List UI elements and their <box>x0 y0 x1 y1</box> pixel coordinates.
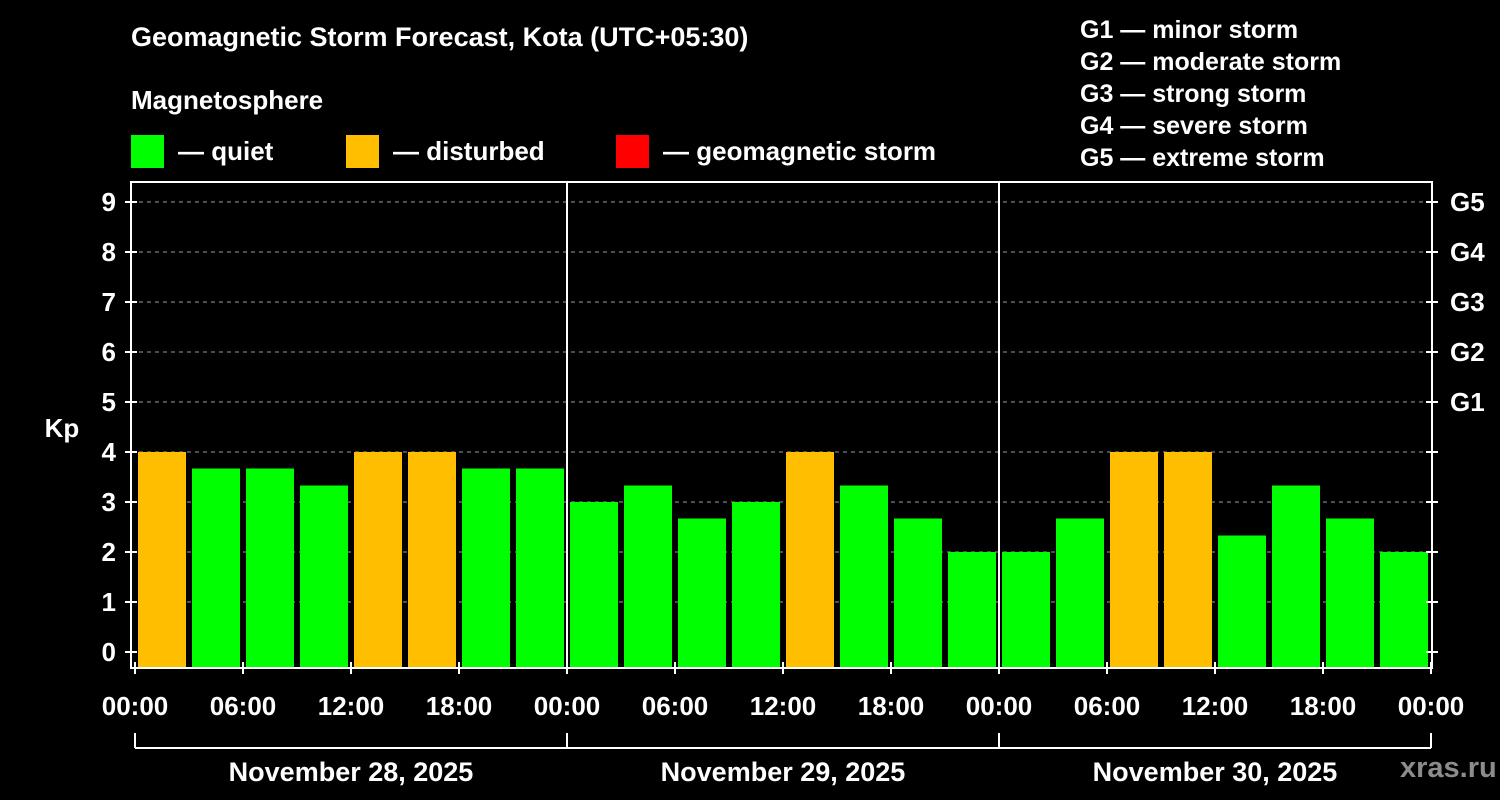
legend-label-quiet: — quiet <box>178 135 274 166</box>
storm-level-g5: G5 — extreme storm <box>1080 144 1325 172</box>
kp-bar <box>354 452 402 668</box>
legend-item-disturbed: — disturbed <box>346 134 545 168</box>
legend-item-storm: — geomagnetic storm <box>616 134 936 168</box>
kp-bar <box>516 468 564 668</box>
y-tick-label: 4 <box>102 437 117 467</box>
kp-bar <box>408 452 456 668</box>
g-level-label: G3 <box>1450 287 1485 317</box>
kp-bar <box>678 518 726 668</box>
date-label: November 29, 2025 <box>661 757 906 787</box>
storm-level-g3: G3 — strong storm <box>1080 80 1307 108</box>
y-tick-label: 3 <box>102 487 116 517</box>
legend-swatch-quiet <box>131 134 164 168</box>
g-level-label: G2 <box>1450 337 1485 367</box>
kp-bar <box>462 468 510 668</box>
chart-title: Geomagnetic Storm Forecast, Kota (UTC+05… <box>131 22 749 52</box>
kp-bar <box>1164 452 1212 668</box>
kp-bar <box>624 485 672 668</box>
kp-bar <box>1002 552 1050 668</box>
x-tick-label: 00:00 <box>966 691 1033 721</box>
kp-bar <box>138 452 186 668</box>
plot-frame <box>130 181 1433 669</box>
storm-level-g2: G2 — moderate storm <box>1080 48 1342 76</box>
legend-label-disturbed: — disturbed <box>393 135 545 166</box>
x-tick-label: 00:00 <box>534 691 601 721</box>
legend-label-storm: — geomagnetic storm <box>663 135 937 166</box>
x-tick-label: 12:00 <box>318 691 385 721</box>
x-tick-label: 18:00 <box>426 691 493 721</box>
kp-bar <box>894 518 942 668</box>
date-label: November 28, 2025 <box>229 757 474 787</box>
kp-bar-partial <box>1407 602 1428 668</box>
storm-level-legend: G1 — minor storm G2 — moderate storm G3 … <box>1080 14 1341 174</box>
x-tick-label: 06:00 <box>1074 691 1141 721</box>
kp-bar <box>732 502 780 668</box>
kp-bar <box>1056 518 1104 668</box>
kp-bar <box>570 502 618 668</box>
x-tick-label: 00:00 <box>1398 691 1465 721</box>
kp-bar <box>246 468 294 668</box>
x-tick-label: 12:00 <box>750 691 817 721</box>
watermark: xras.ru <box>1400 752 1497 784</box>
x-tick-label: 06:00 <box>642 691 709 721</box>
kp-bar <box>1110 452 1158 668</box>
y-axis-label: Kp <box>45 413 80 443</box>
x-tick-label: 06:00 <box>210 691 277 721</box>
chart-subtitle: Magnetosphere <box>131 85 324 115</box>
legend-swatch-storm <box>616 134 649 168</box>
date-label: November 30, 2025 <box>1093 757 1338 787</box>
kp-bar <box>192 468 240 668</box>
kp-bar <box>948 552 996 668</box>
y-tick-label: 2 <box>102 537 116 567</box>
x-tick-label: 18:00 <box>1290 691 1357 721</box>
kp-bar <box>1326 518 1374 668</box>
y-tick-label: 0 <box>102 637 116 667</box>
y-tick-label: 7 <box>102 287 116 317</box>
g-level-label: G5 <box>1450 187 1485 217</box>
storm-level-g1: G1 — minor storm <box>1080 16 1299 44</box>
legend-swatch-disturbed <box>346 134 379 168</box>
y-tick-label: 1 <box>102 587 116 617</box>
kp-bar <box>840 485 888 668</box>
kp-bar <box>300 485 348 668</box>
y-tick-label: 5 <box>102 387 116 417</box>
legend-item-quiet: — quiet <box>131 134 273 168</box>
y-tick-label: 9 <box>102 187 116 217</box>
x-tick-label: 00:00 <box>102 691 169 721</box>
y-tick-label: 6 <box>102 337 116 367</box>
y-tick-label: 8 <box>102 237 116 267</box>
storm-level-g4: G4 — severe storm <box>1080 112 1308 140</box>
g-level-label: G4 <box>1450 237 1485 267</box>
g-level-label: G1 <box>1450 387 1485 417</box>
x-tick-label: 18:00 <box>858 691 925 721</box>
kp-bar <box>786 452 834 668</box>
kp-bar <box>1272 485 1320 668</box>
x-tick-label: 12:00 <box>1182 691 1249 721</box>
kp-bar <box>1218 535 1266 668</box>
